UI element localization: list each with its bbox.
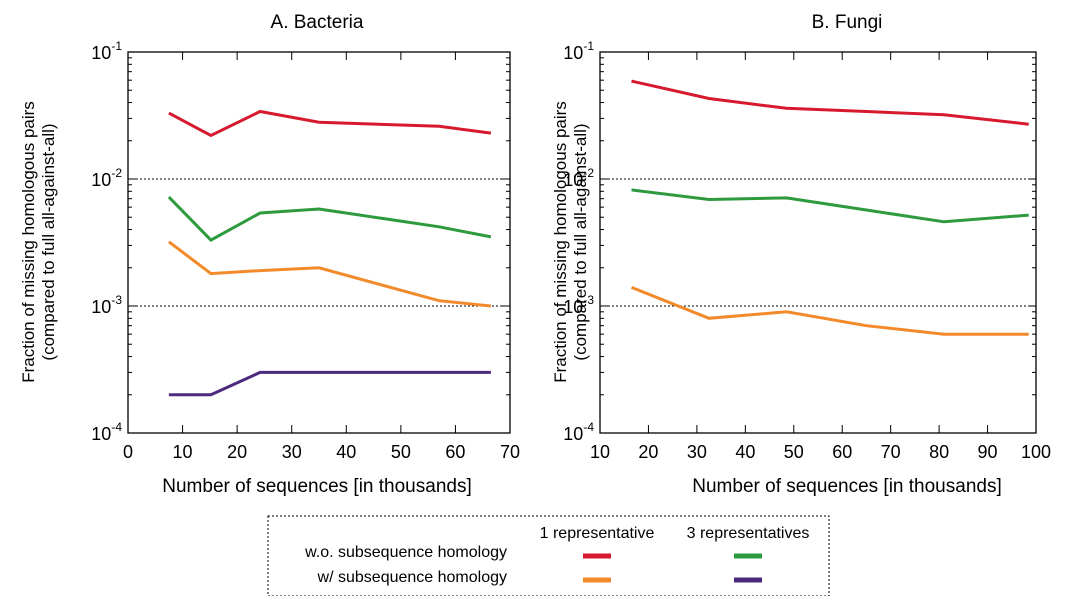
y-axis-label-line2: (compared to full all-against-all)	[39, 123, 58, 360]
y-axis-label: Fraction of missing homologous pairs (co…	[551, 101, 590, 383]
plot-frame	[599, 51, 1037, 434]
panel-fungi: B. Fungi Fraction of missing homologous …	[551, 12, 1051, 497]
x-tick-label: 70	[500, 442, 520, 462]
plot-area: 10-1 10-2 10-3 10-410 20 30 40 50 60 70 80 90 100	[563, 39, 1051, 462]
y-axis-label-line1: Fraction of missing homologous pairs	[551, 101, 570, 383]
x-tick-label: 30	[687, 442, 707, 462]
x-tick-label: 30	[282, 442, 302, 462]
x-tick-label: 50	[391, 442, 411, 462]
legend-swatches	[583, 553, 762, 583]
legend: 1 representative 3 representatives w.o. …	[267, 515, 830, 596]
series-line-w-1rep	[630, 286, 1029, 336]
series-line-w-1rep	[167, 240, 492, 308]
x-tick-label: 0	[123, 442, 133, 462]
x-tick-label: 80	[929, 442, 949, 462]
y-axis-label: Fraction of missing homologous pairs (co…	[19, 101, 58, 383]
x-tick-label: 20	[227, 442, 247, 462]
x-tick-label: 60	[445, 442, 465, 462]
y-tick-label: 10-1	[563, 39, 594, 63]
legend-row-label: w.o. subsequence homology	[304, 544, 507, 561]
legend-col-header: 3 representatives	[687, 525, 810, 542]
x-tick-label: 70	[881, 442, 901, 462]
y-tick-label: 10-4	[563, 420, 594, 444]
series-line-w-3rep	[168, 370, 491, 397]
y-tick-label: 10-4	[91, 420, 122, 444]
y-tick-label: 10-2	[91, 166, 122, 190]
y-tick-label: 10-1	[91, 39, 122, 63]
legend-col-header: 1 representative	[540, 525, 655, 542]
panel-bacteria: A. Bacteria Fraction of missing homologo…	[19, 12, 520, 497]
x-tick-label: 10	[590, 442, 610, 462]
series-line-wo-3rep	[167, 196, 492, 242]
y-tick-label: 10-3	[91, 293, 122, 317]
x-tick-label: 20	[638, 442, 658, 462]
y-tick-label: 10-3	[563, 293, 594, 317]
y-axis-label-line1: Fraction of missing homologous pairs	[19, 101, 38, 383]
legend-frame	[267, 515, 830, 596]
chart-title: A. Bacteria	[271, 12, 364, 33]
x-tick-label: 40	[336, 442, 356, 462]
x-tick-label: 90	[978, 442, 998, 462]
x-tick-label: 60	[832, 442, 852, 462]
legend-row-label: w/ subsequence homology	[317, 569, 507, 586]
x-tick-label: 100	[1021, 442, 1051, 462]
x-axis-label: Number of sequences [in thousands]	[692, 476, 1001, 497]
series-line-wo-1rep	[168, 109, 492, 138]
chart-title: B. Fungi	[812, 12, 883, 33]
x-tick-label: 10	[173, 442, 193, 462]
y-tick-label: 10-2	[563, 166, 594, 190]
plot-frame	[127, 51, 511, 434]
x-tick-label: 40	[735, 442, 755, 462]
series-line-wo-3rep	[631, 188, 1029, 224]
series-line-wo-1rep	[631, 79, 1029, 126]
y-axis-label-line2: (compared to full all-against-all)	[571, 123, 590, 360]
x-tick-label: 50	[784, 442, 804, 462]
x-axis-label: Number of sequences [in thousands]	[162, 476, 471, 497]
plot-area: 10-1 10-2 10-3 10-40 10 20 30 40 50 60 70	[91, 39, 520, 462]
